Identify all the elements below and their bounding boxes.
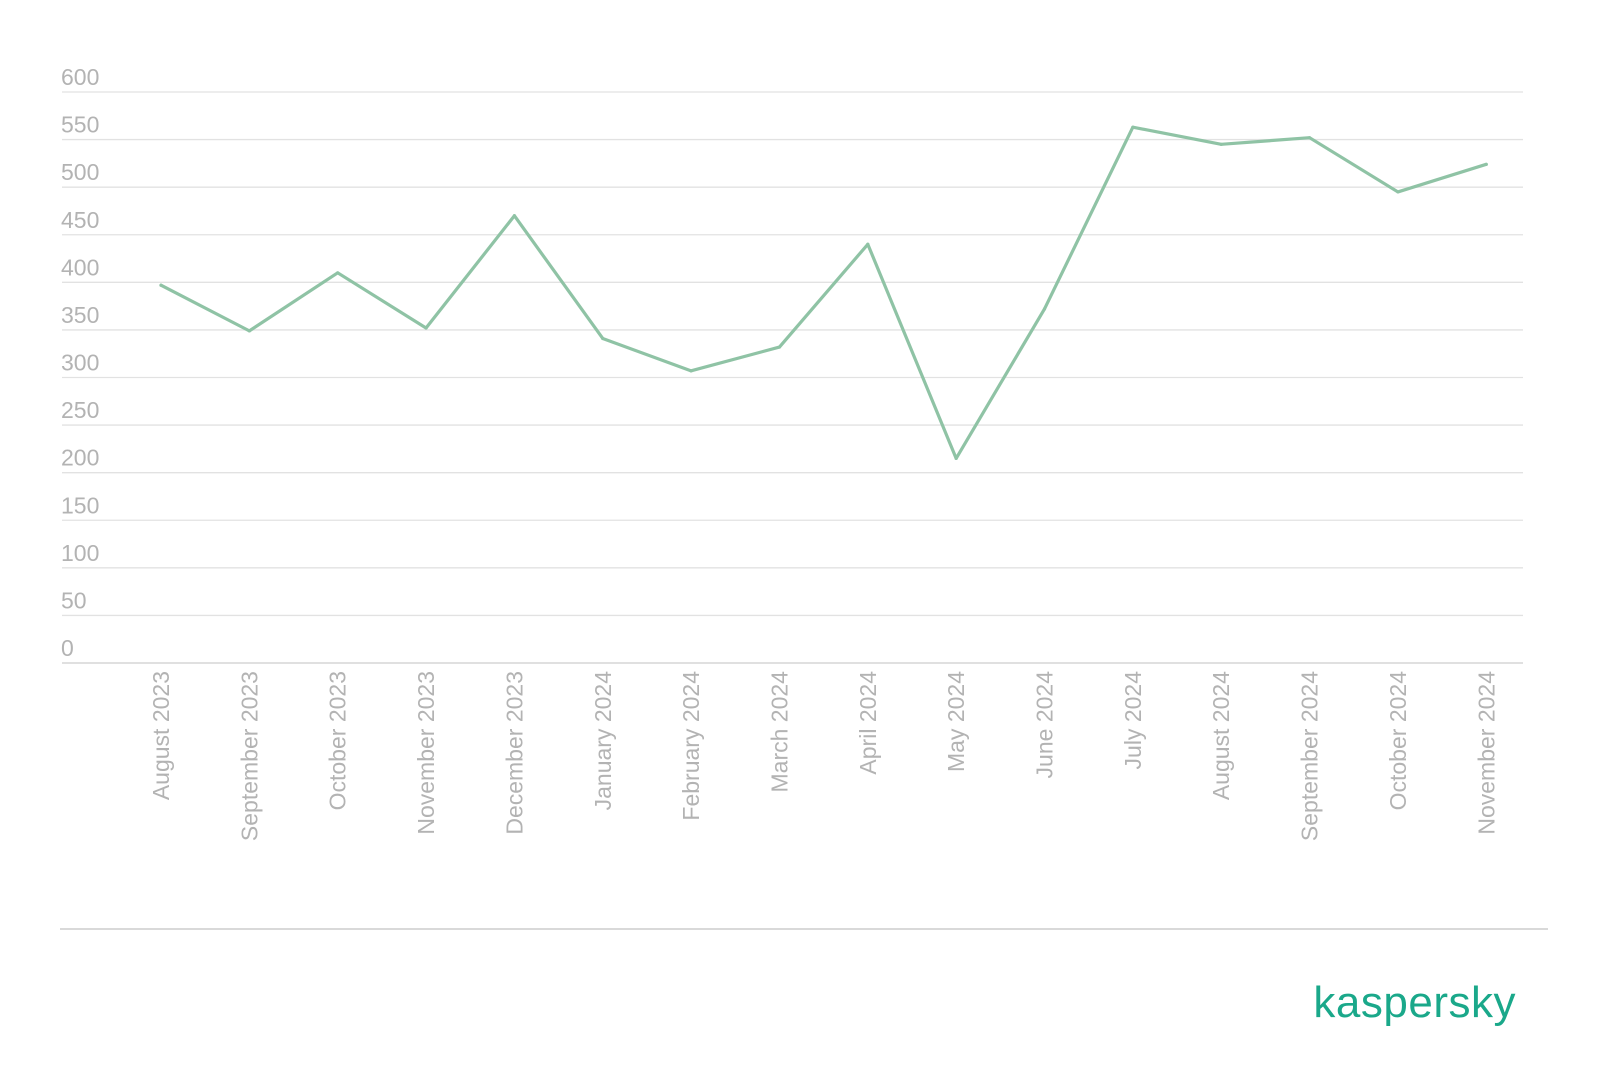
data-point [689, 369, 693, 373]
data-point [1484, 162, 1488, 166]
y-tick-label: 200 [61, 445, 99, 471]
data-point [777, 345, 782, 349]
data-point [866, 242, 870, 246]
kaspersky-logo: kaspersky [1313, 978, 1516, 1027]
x-tick-label: March 2024 [766, 671, 792, 793]
data-point [336, 271, 340, 275]
y-tick-label: 400 [61, 254, 99, 280]
y-tick-label: 150 [61, 492, 99, 518]
data-point [424, 326, 428, 330]
y-tick-label: 600 [61, 64, 99, 90]
footer-divider [60, 928, 1548, 930]
y-tick-label: 550 [61, 112, 99, 138]
y-tick-label: 300 [61, 350, 99, 376]
x-tick-label: July 2024 [1120, 671, 1146, 770]
x-tick-label: October 2024 [1385, 671, 1411, 811]
x-tick-label: February 2024 [678, 671, 704, 821]
x-tick-label: April 2024 [855, 671, 881, 775]
x-tick-label: September 2024 [1297, 671, 1323, 841]
data-point [247, 329, 251, 333]
data-point [512, 214, 517, 218]
x-tick-label: October 2023 [325, 671, 351, 810]
data-point [1131, 125, 1135, 129]
data-point [1396, 190, 1400, 194]
y-axis-labels: 0 50 100 150 200 250 300 350 400 450 500 550 600 [61, 64, 99, 661]
x-tick-label: August 2024 [1208, 671, 1234, 800]
data-point [1307, 136, 1312, 140]
data-point [954, 456, 958, 460]
series-line [159, 125, 1488, 460]
data-point [601, 336, 605, 341]
x-tick-label: September 2023 [236, 671, 262, 841]
y-tick-label: 100 [61, 540, 99, 566]
y-tick-label: 450 [61, 207, 99, 233]
data-point [1042, 307, 1047, 311]
x-tick-label: August 2023 [148, 671, 174, 800]
x-tick-label: December 2023 [501, 671, 527, 835]
x-tick-label: November 2024 [1473, 671, 1499, 835]
y-tick-label: 500 [61, 159, 99, 185]
y-tick-label: 0 [61, 635, 74, 661]
gridlines [62, 91, 1523, 664]
x-axis-labels: August 2023 September 2023 October 2023 Nov… [148, 671, 1499, 841]
data-point [1219, 142, 1223, 146]
x-tick-label: June 2024 [1032, 671, 1058, 779]
y-tick-label: 50 [61, 587, 87, 613]
x-tick-label: May 2024 [943, 671, 969, 772]
x-tick-label: November 2023 [413, 671, 439, 835]
y-tick-label: 350 [61, 302, 99, 328]
x-tick-label: January 2024 [590, 671, 616, 811]
data-point [159, 283, 163, 287]
series-group [159, 125, 1488, 460]
y-tick-label: 250 [61, 397, 99, 423]
